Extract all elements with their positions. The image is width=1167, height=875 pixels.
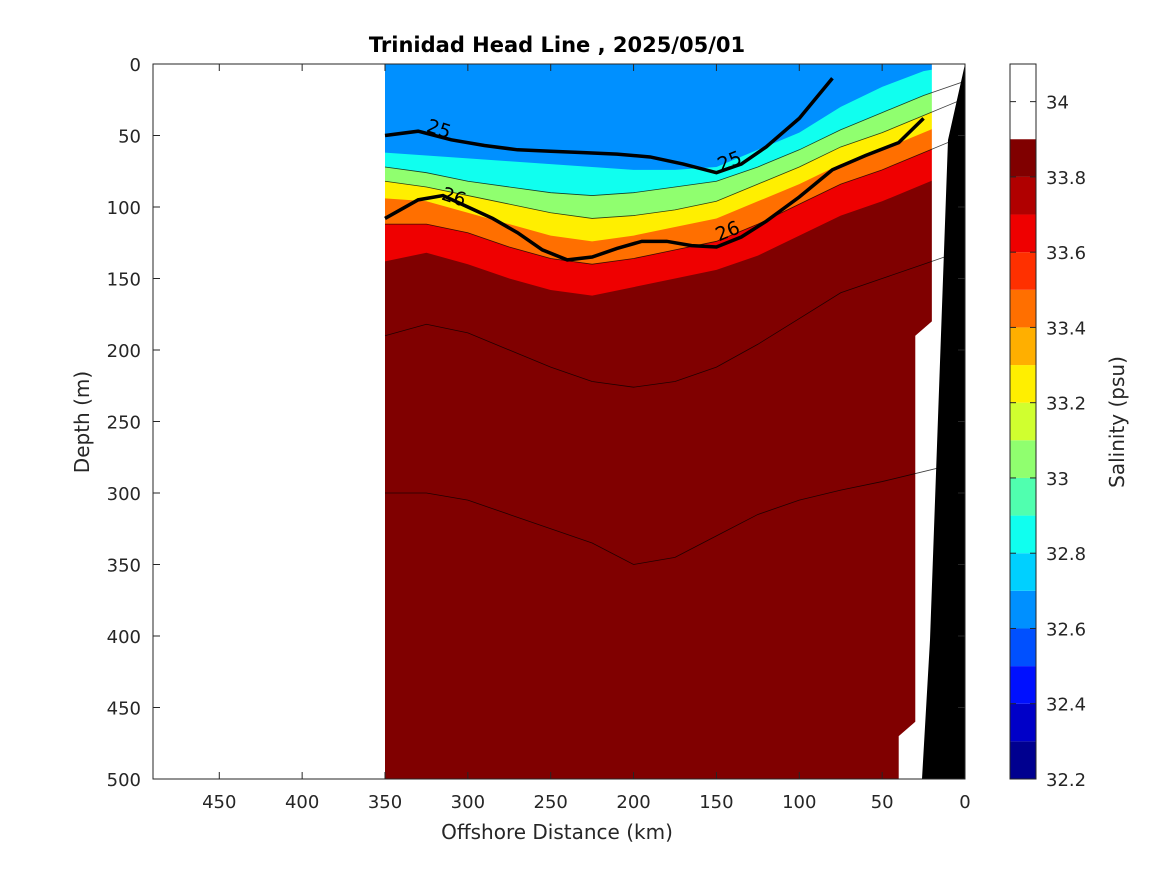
chart-title: Trinidad Head Line , 2025/05/01	[369, 33, 745, 57]
y-tick-label: 200	[107, 341, 141, 362]
x-tick-label: 0	[959, 792, 970, 813]
colorbar-swatch-11	[1010, 327, 1036, 366]
contour-25	[384, 77, 834, 175]
thin-contour-3	[384, 97, 965, 219]
y-tick-label: 150	[107, 270, 141, 291]
colorbar-tick-label: 32.2	[1046, 770, 1086, 791]
colorbar-swatch-2	[1010, 666, 1036, 704]
colorbar-swatch-13	[1010, 252, 1036, 290]
y-tick-label: 500	[107, 770, 141, 791]
y-tick-label: 50	[118, 127, 141, 148]
thin-contour-8	[385, 461, 965, 565]
colorbar-swatch-14	[1010, 214, 1036, 253]
x-tick-label: 200	[616, 792, 650, 813]
x-tick-label: 450	[202, 792, 236, 813]
y-tick-label: 0	[130, 55, 141, 76]
x-tick-label: 400	[285, 792, 319, 813]
colorbar-swatch-0	[1010, 741, 1036, 779]
colorbar-swatch-9	[1010, 402, 1036, 441]
colorbar-frame	[1009, 63, 1037, 780]
x-tick-label: 250	[534, 792, 568, 813]
colorbar-swatch-16	[1010, 139, 1036, 177]
x-tick-label: 150	[699, 792, 733, 813]
y-tick-label: 450	[107, 699, 141, 720]
y-axis: 0 50 100 150 200 250 300 350 400 450 500	[107, 55, 965, 791]
x-tick-label: 350	[368, 792, 402, 813]
seafloor-bathymetry	[922, 64, 965, 779]
thin-contour-2	[384, 80, 965, 196]
colorbar-tick-label: 32.6	[1046, 619, 1086, 640]
salinity-band-9	[385, 664, 965, 779]
colorbar-tick-label: 32.8	[1046, 544, 1086, 565]
colorbar-tick-label: 34	[1046, 93, 1069, 114]
colorbar-tick-label: 33	[1046, 469, 1069, 490]
colorbar-swatch-3	[1010, 628, 1036, 667]
y-tick-label: 300	[107, 484, 141, 505]
colorbar-swatch-12	[1010, 289, 1036, 328]
y-axis-label: Depth (m)	[70, 371, 94, 473]
colorbar-swatch-10	[1010, 365, 1036, 403]
x-axis: 450 400 350 300 250 200 150 100 50 0	[202, 64, 971, 813]
colorbar-tick-label: 33.8	[1046, 168, 1086, 189]
colorbar-swatch-8	[1010, 440, 1036, 478]
colorbar: 32.2 32.4 32.6 32.8 33 33.2 33.4 33.6 33.8 34	[1009, 63, 1086, 791]
colorbar-swatch-4	[1010, 590, 1036, 629]
colorbar-label: Salinity (psu)	[1105, 356, 1129, 488]
colorbar-tick-label: 33.2	[1046, 394, 1086, 415]
thin-contour-5	[385, 135, 965, 265]
colorbar-tick-label: 33.6	[1046, 243, 1086, 264]
y-tick-label: 400	[107, 627, 141, 648]
y-tick-label: 250	[107, 413, 141, 434]
colorbar-swatch-1	[1010, 703, 1036, 742]
x-axis-label: Offshore Distance (km)	[441, 820, 673, 844]
x-tick-label: 50	[871, 792, 894, 813]
x-tick-label: 300	[451, 792, 485, 813]
colorbar-tick-label: 32.4	[1046, 695, 1086, 716]
thin-contour-7	[384, 249, 965, 388]
colorbar-swatch-7	[1010, 477, 1036, 516]
y-tick-label: 100	[107, 198, 141, 219]
x-tick-label: 100	[782, 792, 816, 813]
colorbar-tick-label: 33.4	[1046, 318, 1086, 339]
y-tick-label: 350	[107, 556, 141, 577]
colorbar-swatch-6	[1010, 515, 1036, 554]
colorbar-swatch-15	[1010, 176, 1036, 215]
colorbar-swatch-5	[1010, 553, 1036, 591]
contour-26	[384, 117, 925, 262]
